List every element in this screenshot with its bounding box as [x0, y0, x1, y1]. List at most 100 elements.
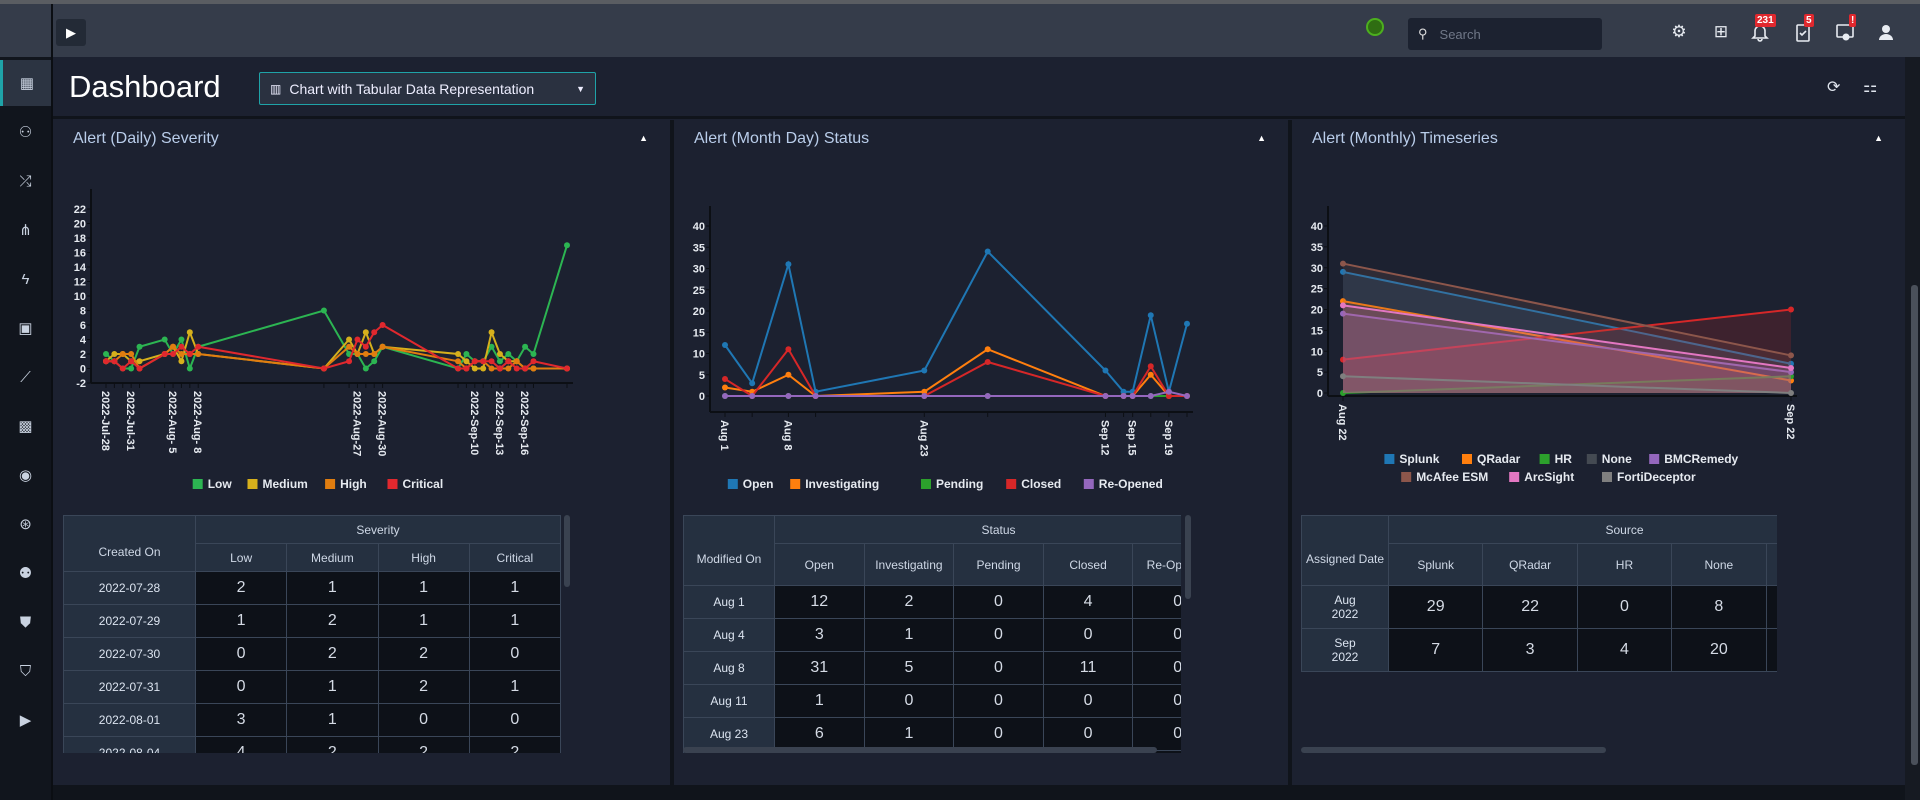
sidebar-item-playbook-run[interactable]: ▶	[0, 697, 51, 743]
system-settings-icon[interactable]	[1834, 21, 1856, 43]
table-cell: 0	[1132, 684, 1181, 718]
data-point	[119, 365, 126, 372]
column-header-bmcremedy[interactable]: BMCRemedy	[1765, 543, 1777, 586]
column-header-qradar[interactable]: QRadar	[1482, 543, 1578, 586]
sidebar-item-cases[interactable]: ▣	[0, 305, 51, 351]
data-point	[379, 322, 386, 328]
x-tick-label: 2022-Jul-28	[99, 391, 111, 451]
data-point	[1340, 260, 1346, 267]
sidebar-item-dashboard[interactable]: ▦	[0, 60, 51, 106]
legend-swatch	[1539, 454, 1550, 464]
panel-divider	[1288, 120, 1292, 785]
y-tick-label: 2	[80, 349, 86, 361]
settings-gear-icon[interactable]: ⚙	[1671, 22, 1687, 41]
shield-icon: ⛉	[19, 662, 32, 680]
collapse-panel-icon[interactable]: ▲	[1257, 133, 1266, 143]
analytics-icon: ⟋	[20, 368, 31, 386]
table-cell: 2	[468, 736, 561, 753]
data-point	[1120, 393, 1127, 399]
table-cell: 4	[1576, 628, 1673, 672]
column-header-low[interactable]: Low	[194, 543, 288, 572]
data-point	[1102, 393, 1109, 399]
expand-sidebar-button[interactable]: ▶	[56, 19, 86, 46]
table-horizontal-scrollbar[interactable]	[683, 747, 1157, 753]
integrations-icon: ⊛	[19, 516, 32, 533]
data-point	[785, 393, 792, 399]
data-point	[1184, 393, 1190, 399]
refresh-icon[interactable]: ⟳	[1827, 79, 1841, 96]
data-point	[1788, 373, 1794, 380]
column-header-investigating[interactable]: Investigating	[863, 543, 955, 586]
legend-swatch	[1384, 454, 1395, 464]
series-line-none	[1342, 308, 1792, 361]
sidebar-item-users[interactable]: ⚉	[0, 550, 51, 596]
sidebar-item-incidents[interactable]: ◉	[0, 452, 51, 498]
column-header-open[interactable]: Open	[774, 543, 865, 586]
collapse-panel-icon[interactable]: ▲	[639, 133, 648, 143]
sidebar-item-teams[interactable]: ⚇	[0, 109, 51, 155]
dashboard-settings-icon[interactable]: ⚏	[1863, 79, 1878, 96]
data-point	[564, 365, 570, 372]
panel-monthly-timeseries: Alert (Monthly) Timeseries ▲ 0 5 10 15 20 25 3…	[1292, 120, 1905, 785]
table-cell: 0	[377, 703, 470, 737]
data-point	[921, 367, 928, 374]
y-tick-label: 18	[74, 233, 86, 245]
column-header-hr[interactable]: HR	[1576, 543, 1673, 586]
status-indicator-icon[interactable]	[1366, 18, 1384, 36]
column-header-critical[interactable]: Critical	[468, 543, 561, 572]
data-point	[488, 343, 495, 350]
tasks-clipboard-icon[interactable]	[1792, 21, 1814, 43]
data-point	[128, 358, 135, 365]
table-row: 2022-08-01 3 1 0 0	[63, 703, 561, 737]
table-cell: 3	[774, 618, 865, 652]
sidebar-item-automation[interactable]: ϟ	[0, 256, 51, 302]
column-header-medium[interactable]: Medium	[286, 543, 379, 572]
search-box[interactable]: ⚲	[1408, 18, 1602, 50]
page-scrollbar-thumb[interactable]	[1911, 285, 1918, 765]
series-line-investigating	[724, 348, 1187, 398]
table-cell: 1	[774, 684, 865, 718]
data-point	[505, 365, 512, 372]
data-point	[128, 351, 135, 357]
sidebar-item-connectors[interactable]: ⋔	[0, 207, 51, 253]
data-point	[186, 329, 193, 336]
tasks-badge: 5	[1804, 14, 1814, 27]
data-point	[785, 371, 792, 378]
table-vertical-scrollbar[interactable]	[564, 515, 570, 587]
sidebar-item-analytics[interactable]: ⟋	[0, 354, 51, 400]
view-selector-dropdown[interactable]: ▥ Chart with Tabular Data Representation…	[259, 72, 596, 105]
series-line-open	[724, 249, 1188, 393]
table-cell: 4	[1042, 585, 1134, 619]
y-tick-label: 40	[693, 221, 705, 233]
column-header-high[interactable]: High	[377, 543, 470, 572]
table-cell: 0	[1042, 717, 1134, 751]
table-vertical-scrollbar[interactable]	[1185, 515, 1191, 599]
user-profile-icon[interactable]	[1875, 21, 1897, 43]
row-label: Sep 2022	[1301, 628, 1389, 672]
x-tick-label: Aug 23	[917, 420, 929, 457]
sidebar-item-shield[interactable]: ⛉	[0, 648, 51, 694]
column-header-closed[interactable]: Closed	[1042, 543, 1134, 586]
sidebar-item-shuffle[interactable]: ⤮	[0, 158, 51, 204]
legend-item-medium: Medium	[263, 477, 308, 491]
sidebar-item-integrations[interactable]: ⊛	[0, 501, 51, 547]
sidebar-item-widgets[interactable]: ▩	[0, 403, 51, 449]
data-point	[488, 329, 495, 336]
panel-daily-severity: Alert (Daily) Severity ▲ -2 0 2 4 6 8 10 12 14 16…	[53, 120, 670, 785]
hierarchy-icon[interactable]: ⊞	[1713, 22, 1729, 41]
column-header-splunk[interactable]: Splunk	[1387, 543, 1484, 586]
y-tick-label: 8	[80, 306, 86, 318]
search-input[interactable]	[1439, 26, 1580, 42]
column-header-re-opened[interactable]: Re-Opened	[1132, 543, 1181, 586]
data-point	[1102, 367, 1109, 374]
sidebar-item-security[interactable]: ⛊	[0, 599, 51, 645]
collapse-panel-icon[interactable]: ▲	[1874, 133, 1883, 143]
y-tick-label: 15	[1311, 325, 1323, 337]
x-tick-label: Aug 1	[718, 420, 730, 451]
data-point	[522, 343, 529, 350]
data-point	[362, 329, 369, 336]
column-header-none[interactable]: None	[1671, 543, 1767, 586]
sidebar-top	[0, 4, 53, 57]
column-header-pending[interactable]: Pending	[953, 543, 1044, 586]
table-horizontal-scrollbar[interactable]	[1301, 747, 1606, 753]
